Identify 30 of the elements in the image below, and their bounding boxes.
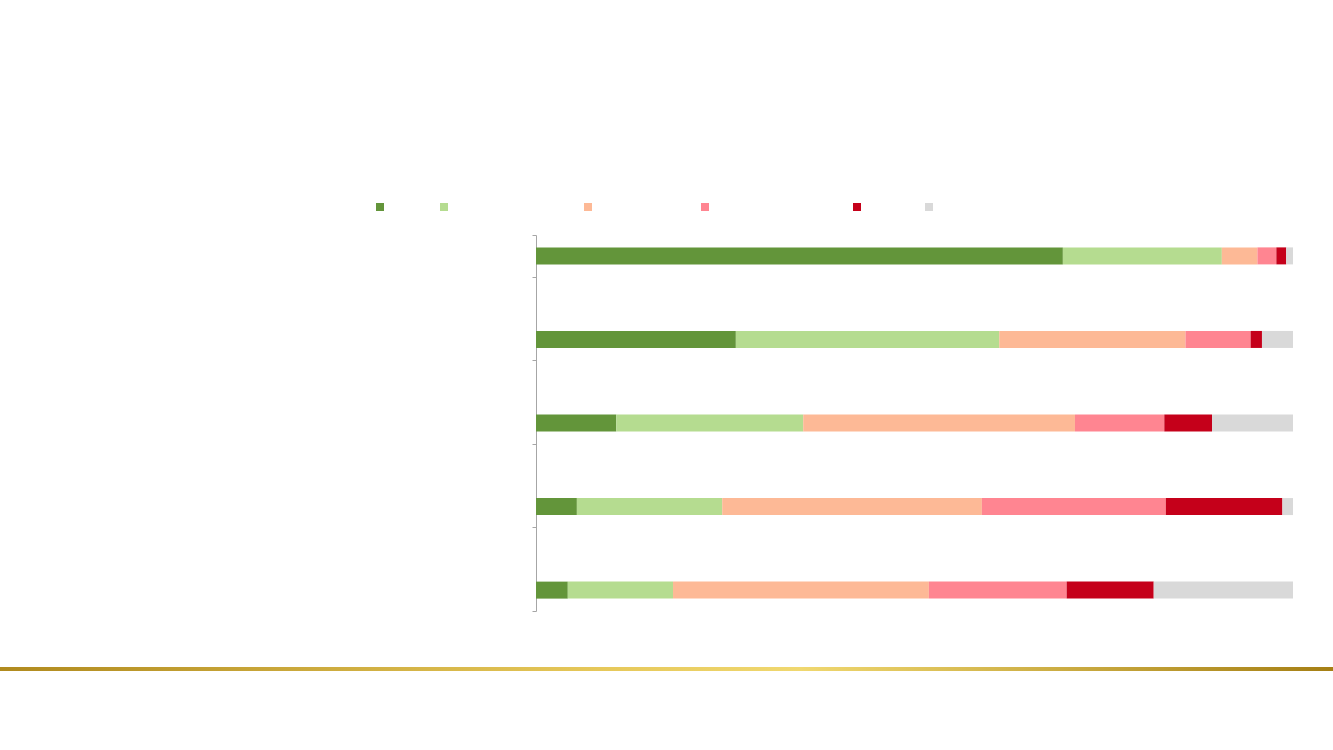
bar <box>1074 414 1165 432</box>
bar <box>1286 247 1293 265</box>
bar <box>981 498 1166 516</box>
bar <box>1165 498 1283 516</box>
bar <box>1212 414 1293 432</box>
bar <box>616 414 804 432</box>
bar <box>1066 581 1154 599</box>
bar <box>722 498 982 516</box>
bar <box>999 330 1186 348</box>
bar <box>536 498 577 516</box>
bar <box>567 581 674 599</box>
bar <box>1153 581 1293 599</box>
bar <box>1062 247 1222 265</box>
bar <box>1276 247 1287 265</box>
bar <box>803 414 1075 432</box>
bar <box>536 247 1063 265</box>
bar <box>928 581 1067 599</box>
bar <box>576 498 723 516</box>
bar <box>1257 247 1277 265</box>
bar <box>1185 330 1251 348</box>
bar <box>536 581 568 599</box>
bar <box>1282 498 1293 516</box>
bar <box>1261 330 1293 348</box>
bar <box>536 330 736 348</box>
bar <box>1164 414 1212 432</box>
bar <box>1250 330 1262 348</box>
bar <box>536 414 617 432</box>
bar <box>735 330 1000 348</box>
bar <box>1221 247 1258 265</box>
bar <box>673 581 929 599</box>
